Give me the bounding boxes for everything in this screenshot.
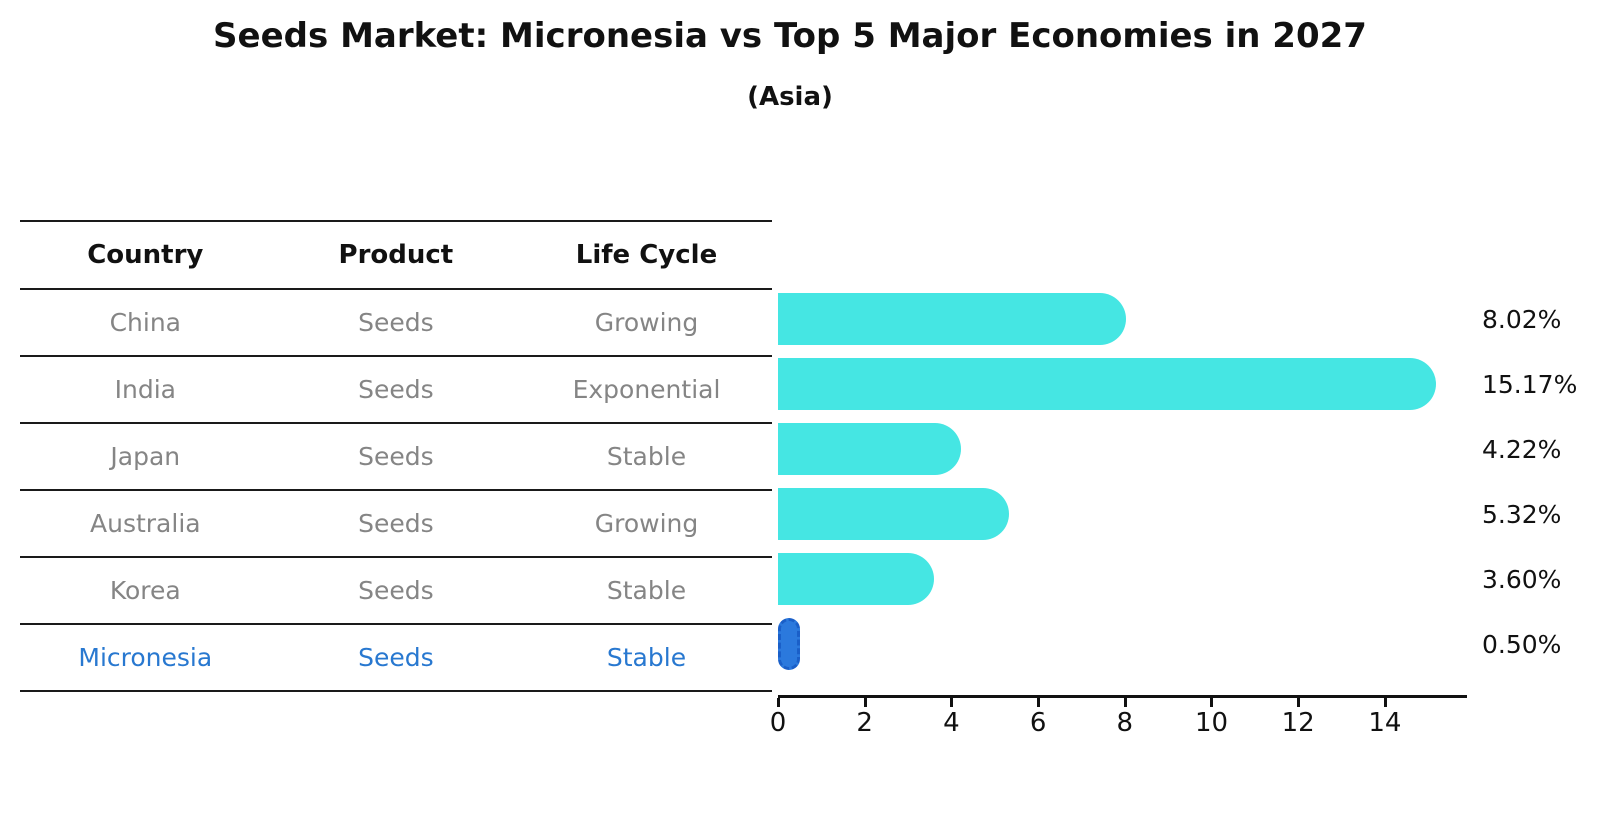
table-row: India Seeds Exponential — [20, 357, 772, 424]
life-cycle-cell: Stable — [606, 442, 687, 471]
table-header-row: Country Product Life Cycle — [20, 222, 772, 290]
column-header-country: Country — [87, 240, 204, 270]
product-cell: Seeds — [358, 509, 434, 538]
x-tick-label: 8 — [1116, 708, 1134, 738]
bar-band-india: 15.17% — [778, 352, 1604, 417]
x-tick-mark — [1210, 698, 1214, 707]
life-cycle-cell: Stable — [606, 643, 687, 672]
country-cell: Korea — [109, 576, 181, 605]
table-row: Korea Seeds Stable — [20, 558, 772, 625]
life-cycle-cell: Stable — [606, 576, 687, 605]
product-cell: Seeds — [358, 442, 434, 471]
x-tick-mark — [1297, 698, 1301, 707]
bar-band-china: 8.02% — [778, 287, 1604, 352]
chart-subtitle: (Asia) — [747, 82, 833, 112]
x-tick-mark — [1123, 698, 1127, 707]
x-tick-mark — [1037, 698, 1040, 707]
bar-band-micronesia: 0.50% — [778, 612, 1604, 677]
bar-band-korea: 3.60% — [778, 547, 1604, 612]
value-label-korea: 3.60% — [1482, 565, 1562, 594]
value-label-australia: 5.32% — [1482, 500, 1562, 529]
bar-plot: 8.02% 15.17% 4.22% 5.32% 3.60% 0.50% — [778, 287, 1604, 677]
life-cycle-cell: Growing — [594, 509, 699, 538]
bar-china — [778, 293, 1126, 345]
bar-japan — [778, 423, 961, 475]
x-tick-mark — [950, 698, 954, 707]
x-tick-label: 10 — [1194, 708, 1229, 738]
table-row-micronesia: Micronesia Seeds Stable — [20, 625, 772, 692]
country-table: Country Product Life Cycle China Seeds G… — [20, 220, 772, 692]
bar-korea — [778, 553, 934, 605]
value-label-micronesia: 0.50% — [1482, 630, 1562, 659]
x-tick-mark — [777, 698, 780, 707]
bar-band-japan: 4.22% — [778, 417, 1604, 482]
life-cycle-cell: Exponential — [572, 375, 721, 404]
bar-australia — [778, 488, 1009, 540]
country-cell: India — [114, 375, 176, 404]
country-cell: Micronesia — [78, 643, 213, 672]
x-axis: 0 2 4 6 8 10 12 14 — [770, 695, 1467, 755]
column-header-life-cycle: Life Cycle — [575, 240, 718, 270]
bar-micronesia — [778, 618, 800, 670]
life-cycle-cell: Growing — [594, 308, 699, 337]
table-row: Australia Seeds Growing — [20, 491, 772, 558]
bar-india — [778, 358, 1436, 410]
x-tick-label: 4 — [943, 708, 960, 738]
value-label-japan: 4.22% — [1482, 435, 1562, 464]
x-tick-mark — [1383, 698, 1387, 707]
country-cell: Japan — [110, 442, 181, 471]
x-tick-label: 14 — [1368, 708, 1402, 738]
product-cell: Seeds — [358, 308, 434, 337]
product-cell: Seeds — [358, 375, 434, 404]
product-cell: Seeds — [358, 576, 434, 605]
x-tick-label: 12 — [1281, 708, 1315, 738]
x-tick-label: 0 — [769, 708, 787, 738]
table-row: China Seeds Growing — [20, 290, 772, 357]
bar-band-australia: 5.32% — [778, 482, 1604, 547]
table-row: Japan Seeds Stable — [20, 424, 772, 491]
value-label-india: 15.17% — [1482, 370, 1578, 399]
chart-title: Seeds Market: Micronesia vs Top 5 Major … — [213, 16, 1367, 56]
country-cell: Australia — [90, 509, 201, 538]
x-tick-label: 2 — [856, 708, 873, 738]
product-cell: Seeds — [358, 643, 434, 672]
x-axis-line — [778, 695, 1467, 698]
x-tick-label: 6 — [1029, 708, 1047, 738]
column-header-product: Product — [338, 240, 454, 270]
value-label-china: 8.02% — [1482, 305, 1562, 334]
country-cell: China — [109, 308, 181, 337]
x-tick-mark — [863, 698, 867, 707]
